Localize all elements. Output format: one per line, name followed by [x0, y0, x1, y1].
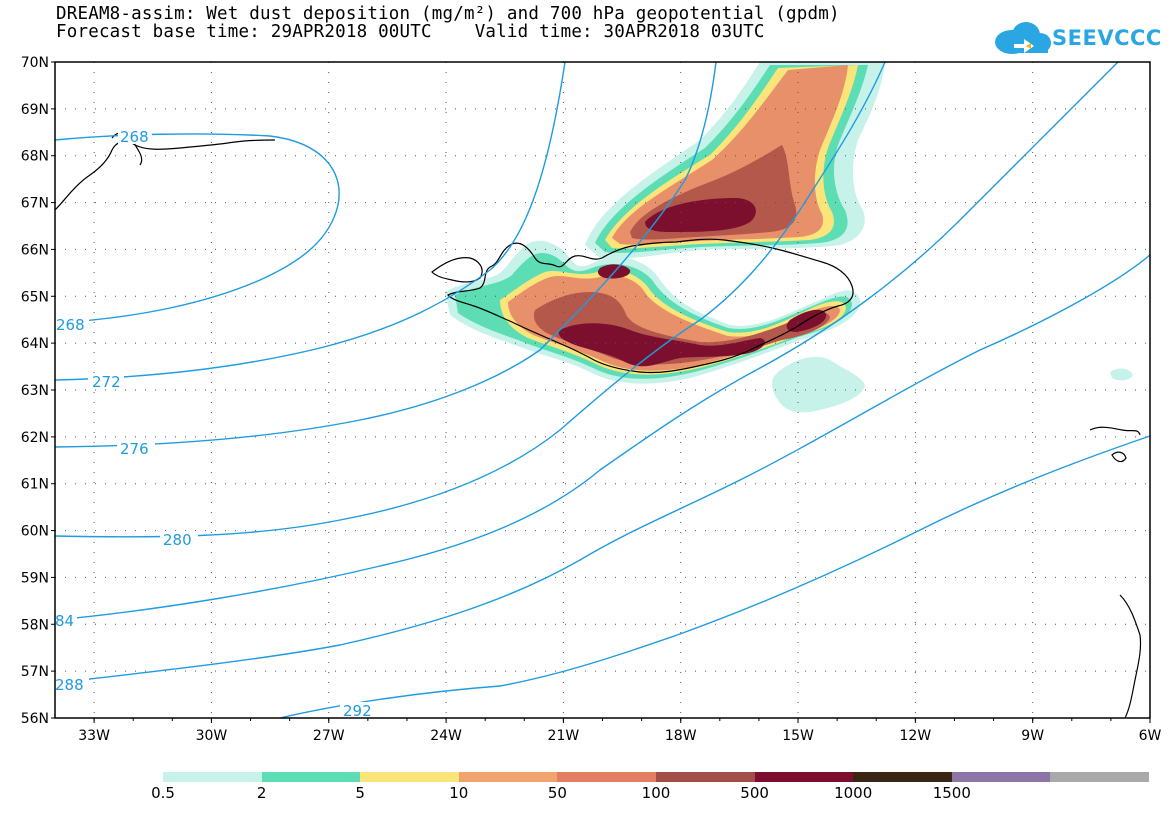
- colorbar-label: 50: [547, 784, 567, 802]
- dust-deposition-shading: [445, 62, 1133, 413]
- colorbar-swatch: [1050, 772, 1149, 782]
- lat-label: 69N: [21, 102, 49, 118]
- norway-coast: [1119, 594, 1142, 719]
- colorbar-swatch: [163, 772, 262, 782]
- colorbar-label: 2: [256, 784, 267, 802]
- colorbar-label: 100: [641, 784, 671, 802]
- contour-label: 292: [343, 702, 372, 720]
- colorbar-swatch: [360, 772, 459, 782]
- contour-label: 272: [92, 373, 121, 391]
- colorbar-swatch: [951, 772, 1051, 782]
- lat-label: 60N: [21, 524, 49, 540]
- contour-label: 84: [55, 612, 74, 630]
- contour-268-a: [54, 133, 340, 324]
- cloud-icon: [995, 22, 1051, 54]
- dust-far-east-level-0.5: [1110, 368, 1133, 381]
- lat-label: 68N: [21, 149, 49, 165]
- contour-label: 276: [120, 440, 149, 458]
- iceland-coast: [447, 238, 854, 374]
- geopotential-contours: [54, 61, 1151, 719]
- contour-272: [54, 61, 566, 381]
- lat-label: 62N: [21, 430, 49, 446]
- contour-292: [279, 435, 1151, 719]
- colorbar-label: 1500: [932, 784, 971, 802]
- contour-label-backgrounds: [55, 128, 378, 718]
- lat-label: 64N: [21, 336, 49, 352]
- lon-label: 30W: [196, 728, 228, 744]
- lat-label: 56N: [21, 711, 49, 727]
- coastlines: [54, 132, 1142, 719]
- lon-label: 33W: [78, 728, 110, 744]
- contour-288: [54, 254, 1151, 684]
- lat-label: 59N: [21, 570, 49, 586]
- lat-label: 58N: [21, 617, 49, 633]
- scotland-coast: [1089, 426, 1141, 436]
- contour-284: [54, 61, 1119, 621]
- greenland-coast: [54, 139, 276, 211]
- contour-label: 280: [163, 531, 192, 549]
- map-title-line-2: Forecast base time: 29APR2018 00UTC Vali…: [56, 22, 765, 42]
- colorbar-swatch: [557, 772, 656, 782]
- colorbar-swatch: [261, 772, 361, 782]
- lon-label: 27W: [313, 728, 345, 744]
- contour-280: [54, 61, 886, 538]
- lon-label: 24W: [430, 728, 462, 744]
- shetland: [1111, 451, 1127, 463]
- contour-labels: 268 268 272 276 280 84 288 292: [55, 128, 372, 720]
- latitude-labels: 70N 69N 68N 67N 66N 65N 64N 63N 62N 61N 60N 59N 58N 5…: [21, 55, 49, 727]
- contour-label: 288: [55, 676, 84, 694]
- colorbar-label: 500: [740, 784, 769, 802]
- lat-label: 65N: [21, 289, 49, 305]
- lon-label: 12W: [900, 728, 932, 744]
- contour-label: 268: [56, 316, 85, 334]
- dust-east-sea-level-0.5: [772, 356, 865, 413]
- lat-label: 67N: [21, 196, 49, 212]
- colorbar-label: 1000: [834, 784, 873, 802]
- lat-label: 63N: [21, 383, 49, 399]
- lat-lon-grid: [55, 62, 1150, 718]
- dust-plume-level-100: [645, 198, 756, 232]
- lon-label: 18W: [665, 728, 697, 744]
- colorbar-label: 10: [449, 784, 469, 802]
- lat-label: 61N: [21, 477, 49, 493]
- lat-label: 66N: [21, 242, 49, 258]
- dust-iceland-level-100: [558, 323, 765, 367]
- longitude-labels: 33W 30W 27W 24W 21W 18W 15W 12W 9W 6W: [78, 728, 1161, 744]
- lon-label: 15W: [782, 728, 814, 744]
- contour-label: 268: [120, 128, 149, 146]
- colorbar: [163, 772, 1149, 782]
- axis-ticks: [51, 61, 1151, 723]
- colorbar-swatch: [458, 772, 558, 782]
- lat-label: 57N: [21, 664, 49, 680]
- seevccc-logo: [995, 22, 1051, 54]
- lon-label: 9W: [1021, 728, 1044, 744]
- logo-wordmark: SEEVCCC: [1052, 26, 1162, 50]
- colorbar-label: 5: [355, 784, 365, 802]
- map-title-line-1: DREAM8-assim: Wet dust deposition (mg/m²…: [56, 4, 840, 24]
- colorbar-label: 0.5: [151, 784, 175, 802]
- contour-276: [54, 61, 717, 448]
- lon-label: 21W: [548, 728, 580, 744]
- colorbar-swatch: [655, 772, 755, 782]
- colorbar-swatch: [853, 772, 952, 782]
- colorbar-swatch: [754, 772, 854, 782]
- lon-label: 6W: [1139, 728, 1162, 744]
- lat-label: 70N: [21, 55, 49, 71]
- iceland-westfjords: [431, 257, 483, 283]
